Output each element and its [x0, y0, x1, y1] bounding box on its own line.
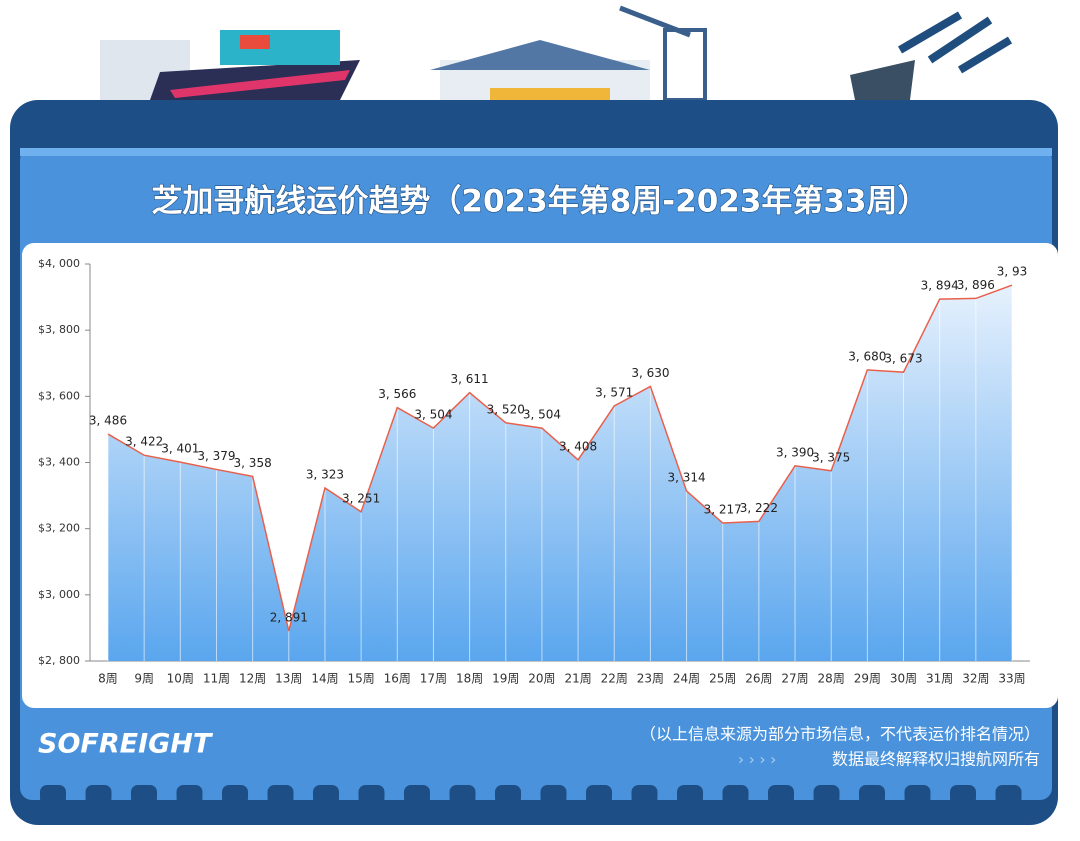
- value-label: 3, 504: [414, 408, 452, 422]
- x-tick-label: 9周: [134, 672, 154, 686]
- value-label: 3, 571: [595, 385, 633, 399]
- y-tick-label: $3, 600: [38, 389, 80, 402]
- value-label: 3, 401: [161, 442, 199, 456]
- dot: [40, 785, 66, 805]
- y-tick-label: $4, 000: [38, 257, 80, 270]
- value-label: 3, 896: [957, 278, 995, 292]
- value-label: 3, 566: [378, 387, 416, 401]
- dot: [540, 785, 567, 805]
- dot: [586, 785, 612, 805]
- value-label: 3, 314: [667, 470, 705, 484]
- x-tick-label: 21周: [564, 672, 591, 686]
- x-tick-label: 23周: [637, 672, 664, 686]
- panel-rim: [20, 148, 1052, 156]
- value-label: 3, 422: [125, 435, 163, 449]
- x-tick-label: 17周: [420, 672, 447, 686]
- dot: [677, 785, 703, 805]
- value-label: 3, 217: [704, 503, 742, 517]
- x-tick-label: 22周: [601, 672, 628, 686]
- y-tick-label: $3, 800: [38, 323, 80, 336]
- value-label: 3, 358: [234, 456, 272, 470]
- value-label: 3, 375: [812, 450, 850, 464]
- value-label: 3, 504: [523, 408, 561, 422]
- value-label: 3, 408: [559, 439, 597, 453]
- x-tick-label: 14周: [311, 672, 338, 686]
- x-tick-label: 25周: [709, 672, 736, 686]
- x-tick-label: 13周: [275, 672, 302, 686]
- rights-note: 数据最终解释权归搜航网所有: [832, 750, 1040, 769]
- dot: [722, 785, 749, 805]
- chart-title: 芝加哥航线运价趋势（2023年第8周-2023年第33周）: [151, 184, 928, 220]
- y-tick-label: $3, 400: [38, 456, 80, 469]
- dot: [768, 785, 794, 805]
- dot: [222, 785, 248, 805]
- value-label: 3, 222: [740, 501, 778, 515]
- x-tick-label: 12周: [239, 672, 266, 686]
- x-tick-label: 10周: [167, 672, 194, 686]
- x-tick-label: 30周: [890, 672, 917, 686]
- dot: [131, 785, 157, 805]
- x-tick-label: 8周: [98, 672, 118, 686]
- value-label: 2, 891: [270, 610, 308, 624]
- x-tick-label: 28周: [818, 672, 845, 686]
- y-tick-label: $3, 200: [38, 522, 80, 535]
- dot: [813, 785, 840, 805]
- value-label: 3, 379: [197, 449, 235, 463]
- x-tick-label: 32周: [962, 672, 989, 686]
- dot: [904, 785, 931, 805]
- dot: [995, 785, 1022, 805]
- x-tick-label: 18周: [456, 672, 483, 686]
- footer-decoration: [40, 785, 1022, 805]
- value-label: 3, 323: [306, 467, 344, 481]
- x-tick-label: 31周: [926, 672, 953, 686]
- line: [107, 284, 1013, 632]
- x-tick-label: 33周: [998, 672, 1025, 686]
- dot: [176, 785, 203, 805]
- x-tick-label: 19周: [492, 672, 519, 686]
- x-tick-label: 24周: [673, 672, 700, 686]
- x-tick-label: 29周: [854, 672, 881, 686]
- dot: [859, 785, 885, 805]
- dot: [313, 785, 339, 805]
- dot: [267, 785, 294, 805]
- arrows: › › › ›: [738, 751, 776, 769]
- value-label: 3, 520: [487, 402, 525, 416]
- value-label: 3, 93: [997, 265, 1028, 279]
- source-note: （以上信息来源为部分市场信息，不代表运价排名情况）: [640, 725, 1040, 744]
- dot: [449, 785, 476, 805]
- x-tick-label: 26周: [745, 672, 772, 686]
- dot: [85, 785, 112, 805]
- value-label: 3, 486: [89, 414, 127, 428]
- dot: [358, 785, 385, 805]
- value-label: 3, 611: [451, 372, 489, 386]
- value-label: 3, 894: [921, 279, 959, 293]
- header-decoration: [100, 5, 1013, 102]
- y-tick-label: $3, 000: [38, 588, 80, 601]
- value-label: 3, 390: [776, 445, 814, 459]
- logo: SOFREIGHT: [38, 729, 214, 760]
- dot: [495, 785, 521, 805]
- dot: [631, 785, 658, 805]
- value-label: 3, 680: [848, 349, 886, 363]
- x-tick-label: 15周: [347, 672, 374, 686]
- x-tick-label: 27周: [781, 672, 808, 686]
- value-label: 3, 673: [884, 352, 922, 366]
- x-tick-label: 20周: [528, 672, 555, 686]
- y-tick-label: $2, 800: [38, 654, 80, 667]
- x-tick-label: 16周: [384, 672, 411, 686]
- dot: [950, 785, 976, 805]
- value-label: 3, 630: [631, 366, 669, 380]
- x-tick-label: 11周: [203, 672, 230, 686]
- value-label: 3, 251: [342, 491, 380, 505]
- area: [108, 285, 1012, 661]
- dot: [404, 785, 430, 805]
